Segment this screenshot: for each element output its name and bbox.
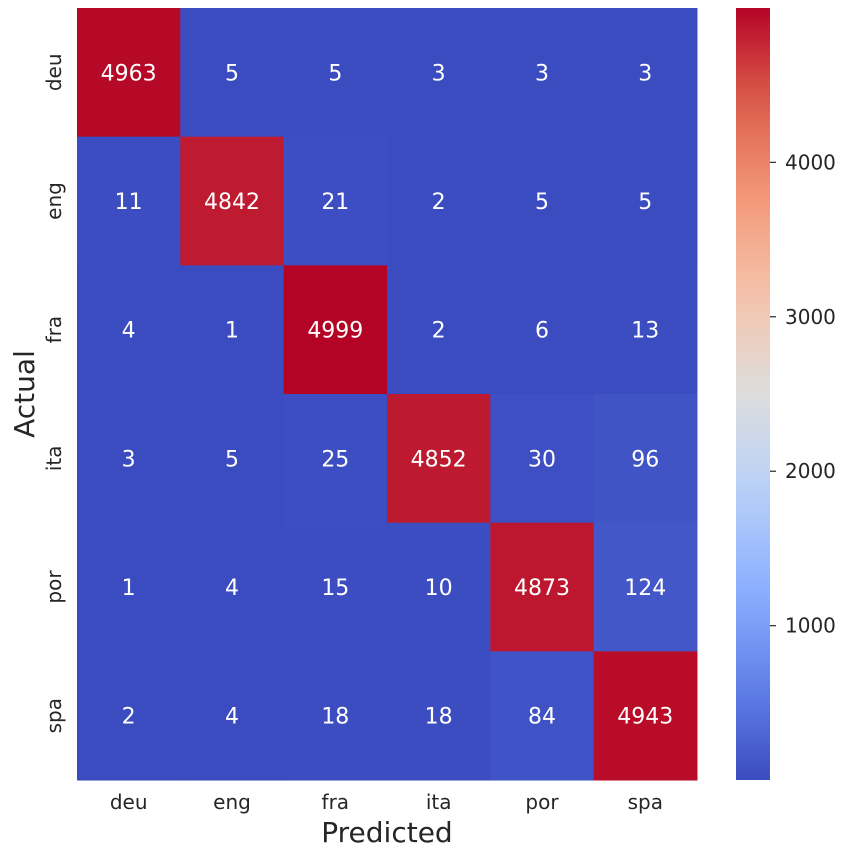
y-axis-ticks: deu eng fra ita por spa xyxy=(42,53,66,733)
cell-value-por-eng: 4 xyxy=(225,576,239,601)
cell-value-ita-deu: 3 xyxy=(122,447,136,472)
cell-value-deu-ita: 3 xyxy=(432,61,446,86)
y-tick-label-por: por xyxy=(42,570,66,604)
y-tick-label-eng: eng xyxy=(42,182,66,220)
cell-value-por-ita: 10 xyxy=(425,576,453,601)
colorbar xyxy=(736,8,770,780)
cell-value-spa-ita: 18 xyxy=(425,705,453,730)
cell-value-spa-deu: 2 xyxy=(122,705,136,730)
heatmap-cell-ita-por xyxy=(490,394,595,524)
heatmap-cell-eng-deu xyxy=(77,136,181,266)
cell-value-eng-ita: 2 xyxy=(432,190,446,215)
x-tick-label-spa: spa xyxy=(628,790,663,814)
cell-value-por-por: 4873 xyxy=(514,576,570,601)
heatmap-cell-ita-deu xyxy=(77,394,181,524)
cell-value-fra-por: 6 xyxy=(535,319,549,344)
heatmap-cell-eng-ita xyxy=(386,136,491,266)
heatmap-cell-eng-eng xyxy=(180,136,285,266)
heatmap-cell-labels: 4963 5 5 3 3 311 4842 21 2 5 54 1 4999 2 6 133 5 25 4852 30… xyxy=(101,61,674,729)
cell-value-deu-eng: 5 xyxy=(225,61,239,86)
cell-value-ita-por: 30 xyxy=(528,447,556,472)
cell-value-fra-fra: 4999 xyxy=(307,319,363,344)
cell-value-spa-spa: 4943 xyxy=(617,705,673,730)
cell-value-fra-spa: 13 xyxy=(631,319,659,344)
heatmap-cell-fra-ita xyxy=(386,265,491,395)
cell-value-spa-fra: 18 xyxy=(321,705,349,730)
cell-value-ita-spa: 96 xyxy=(631,447,659,472)
colorbar-tick-label-2000: 2000 xyxy=(785,459,836,483)
heatmap-cell-por-eng xyxy=(180,522,285,652)
x-axis-ticks: deu eng fra ita por spa xyxy=(110,790,663,814)
y-tick-label-spa: spa xyxy=(42,698,66,733)
heatmap-cell-por-fra xyxy=(283,522,388,652)
heatmap-cell-por-spa xyxy=(593,522,698,652)
colorbar-tick-label-1000: 1000 xyxy=(785,614,836,638)
heatmap-cell-ita-spa xyxy=(593,394,698,524)
cell-value-deu-fra: 5 xyxy=(328,61,342,86)
heatmap-cell-por-ita xyxy=(386,522,491,652)
cell-value-spa-por: 84 xyxy=(528,705,556,730)
cell-value-deu-por: 3 xyxy=(535,61,549,86)
y-tick-label-fra: fra xyxy=(42,316,66,344)
heatmap-cell-fra-fra xyxy=(283,265,388,395)
heatmap-cell-eng-por xyxy=(490,136,595,266)
heatmap-cell-deu-deu xyxy=(77,8,181,138)
heatmap-cells xyxy=(77,8,698,781)
x-axis-title: Predicted xyxy=(321,816,452,849)
heatmap-cell-eng-fra xyxy=(283,136,388,266)
heatmap-cell-deu-spa xyxy=(593,8,698,138)
x-tick-label-eng: eng xyxy=(213,790,251,814)
y-tick-label-ita: ita xyxy=(42,446,66,472)
heatmap-cell-fra-spa xyxy=(593,265,698,395)
heatmap-cell-ita-eng xyxy=(180,394,285,524)
cell-value-fra-deu: 4 xyxy=(122,319,136,344)
cell-value-ita-fra: 25 xyxy=(321,447,349,472)
heatmap-cell-spa-deu xyxy=(77,651,181,781)
heatmap-cell-fra-por xyxy=(490,265,595,395)
heatmap-cell-por-por xyxy=(490,522,595,652)
colorbar-tick-label-3000: 3000 xyxy=(785,305,836,329)
cell-value-fra-eng: 1 xyxy=(225,319,239,344)
colorbar-ticks: 1000 2000 3000 4000 xyxy=(770,150,836,638)
x-tick-label-fra: fra xyxy=(322,790,350,814)
heatmap-cell-deu-ita xyxy=(386,8,491,138)
cell-value-spa-eng: 4 xyxy=(225,705,239,730)
heatmap-cell-spa-ita xyxy=(386,651,491,781)
heatmap-cell-deu-fra xyxy=(283,8,388,138)
heatmap-cell-ita-ita xyxy=(386,394,491,524)
y-axis-title: Actual xyxy=(8,350,41,438)
cell-value-por-spa: 124 xyxy=(624,576,666,601)
heatmap-cell-ita-fra xyxy=(283,394,388,524)
cell-value-por-fra: 15 xyxy=(321,576,349,601)
heatmap-cell-eng-spa xyxy=(593,136,698,266)
heatmap-cell-spa-spa xyxy=(593,651,698,781)
cell-value-eng-fra: 21 xyxy=(321,190,349,215)
heatmap-cell-spa-eng xyxy=(180,651,285,781)
heatmap-cell-deu-por xyxy=(490,8,595,138)
heatmap-cell-spa-fra xyxy=(283,651,388,781)
heatmap-cell-fra-deu xyxy=(77,265,181,395)
cell-value-eng-spa: 5 xyxy=(638,190,652,215)
cell-value-deu-spa: 3 xyxy=(638,61,652,86)
cell-value-eng-eng: 4842 xyxy=(204,190,260,215)
cell-value-eng-por: 5 xyxy=(535,190,549,215)
heatmap-cell-fra-eng xyxy=(180,265,285,395)
y-tick-label-deu: deu xyxy=(42,53,66,91)
heatmap-cell-por-deu xyxy=(77,522,181,652)
x-tick-label-por: por xyxy=(525,790,559,814)
x-tick-label-ita: ita xyxy=(426,790,452,814)
cell-value-por-deu: 1 xyxy=(122,576,136,601)
cell-value-fra-ita: 2 xyxy=(432,319,446,344)
heatmap-cell-spa-por xyxy=(490,651,595,781)
x-tick-label-deu: deu xyxy=(110,790,148,814)
cell-value-eng-deu: 11 xyxy=(115,190,143,215)
colorbar-tick-label-4000: 4000 xyxy=(785,150,836,174)
cell-value-deu-deu: 4963 xyxy=(101,61,157,86)
cell-value-ita-eng: 5 xyxy=(225,447,239,472)
cell-value-ita-ita: 4852 xyxy=(411,447,467,472)
heatmap-cell-deu-eng xyxy=(180,8,285,138)
